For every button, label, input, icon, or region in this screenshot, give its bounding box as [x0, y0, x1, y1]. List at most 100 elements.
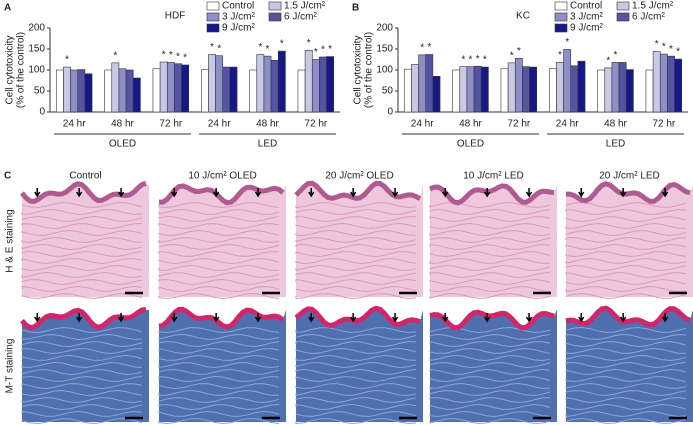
- group-label: OLED: [457, 139, 484, 150]
- y-tick-label: 50: [382, 86, 394, 97]
- tissue-fiber: [295, 341, 417, 347]
- bar: [466, 66, 475, 113]
- tissue-image: [566, 310, 693, 422]
- tissue-fiber: [295, 403, 417, 410]
- arrow: [254, 188, 262, 198]
- significance-mark: *: [662, 42, 666, 53]
- significance-mark: *: [558, 50, 562, 61]
- arrow: [442, 313, 449, 323]
- significance-mark: *: [217, 43, 221, 54]
- tissue-fiber: [565, 257, 687, 264]
- x-tick-label: 48 hr: [459, 119, 482, 130]
- tissue-fiber: [429, 258, 551, 264]
- bar: [403, 68, 412, 113]
- significance-mark: *: [314, 47, 318, 58]
- tissue-fiber: [158, 341, 280, 347]
- bar: [222, 66, 231, 113]
- tissue-fiber: [429, 348, 551, 354]
- arrow: [117, 188, 125, 198]
- significance-mark: *: [328, 44, 332, 55]
- legend-label: 3 J/cm²: [222, 12, 255, 23]
- panel-label: B: [352, 3, 359, 14]
- tissue-fiber: [21, 410, 143, 417]
- bar: [652, 51, 661, 113]
- bar: [522, 66, 530, 113]
- tissue-fiber: [295, 286, 417, 292]
- significance-mark: *: [65, 55, 69, 66]
- tissue-fiber: [429, 376, 551, 383]
- bar: [319, 56, 327, 113]
- tissue-fiber: [295, 348, 417, 354]
- tissue-fiber: [158, 369, 280, 375]
- significance-mark: *: [113, 51, 117, 62]
- tissue-fiber: [429, 237, 551, 243]
- bar: [159, 61, 168, 113]
- epidermis: [294, 180, 422, 201]
- tissue-fiber: [295, 278, 417, 285]
- bar: [263, 55, 272, 113]
- y-tick-label: 150: [28, 44, 45, 55]
- bar: [200, 69, 209, 113]
- tissue-fiber: [565, 286, 687, 293]
- x-tick-label: 72 hr: [652, 119, 675, 130]
- legend-swatch: [616, 12, 630, 22]
- bar: [215, 55, 224, 113]
- bar: [249, 69, 258, 113]
- significance-mark: *: [420, 43, 424, 54]
- arrow: [308, 188, 315, 198]
- tissue-fiber: [295, 333, 417, 340]
- tissue-fiber: [158, 327, 280, 334]
- epidermis: [294, 305, 421, 328]
- tissue-fiber: [429, 403, 551, 410]
- arrow: [391, 188, 399, 198]
- legend-label: Control: [222, 1, 254, 12]
- tissue-fiber: [295, 244, 417, 250]
- arrow: [34, 188, 41, 198]
- bar: [125, 69, 134, 113]
- bar: [556, 62, 564, 113]
- significance-mark: *: [469, 54, 473, 65]
- tissue-fiber: [565, 327, 687, 333]
- legend-swatch: [268, 1, 282, 11]
- tissue-fiber: [429, 208, 551, 215]
- legend-swatch: [554, 1, 568, 11]
- y-tick-label: 200: [376, 23, 393, 34]
- arrow: [350, 313, 357, 323]
- tissue-fiber: [429, 341, 551, 348]
- legend-swatch: [554, 23, 568, 33]
- tissue-fiber: [158, 258, 280, 265]
- background: [22, 183, 149, 202]
- tissue-fiber: [295, 327, 417, 334]
- tissue-fiber: [21, 285, 143, 292]
- epidermis: [429, 183, 555, 206]
- tissue-fiber: [565, 216, 687, 222]
- tissue-fiber: [565, 271, 687, 278]
- y-axis-label: (% of the control): [364, 32, 375, 108]
- bar: [152, 68, 161, 113]
- tissue-fiber: [429, 418, 551, 424]
- tissue-fiber: [429, 397, 551, 403]
- arrow: [213, 313, 220, 323]
- tissue-fiber: [295, 230, 417, 236]
- bar: [611, 62, 620, 113]
- tissue-fiber: [158, 250, 280, 257]
- arrow: [76, 313, 83, 323]
- tissue-fiber: [158, 216, 280, 222]
- column-label: 20 J/cm² LED: [599, 171, 660, 182]
- bar: [174, 63, 182, 113]
- bar: [111, 62, 120, 113]
- tissue-fiber: [295, 272, 417, 279]
- tissue-fiber: [158, 244, 280, 250]
- tissue-fiber: [21, 383, 143, 390]
- bar: [84, 73, 93, 113]
- y-tick-label: 150: [376, 44, 393, 55]
- tissue-fiber: [565, 237, 687, 243]
- arrow: [117, 313, 125, 323]
- tissue-fiber: [565, 362, 687, 368]
- tissue-fiber: [21, 250, 143, 257]
- column-label: 10 J/cm² OLED: [188, 171, 256, 182]
- x-tick-label: 24 hr: [63, 119, 86, 130]
- tissue-fiber: [565, 333, 687, 340]
- tissue-fiber: [565, 382, 687, 389]
- tissue-fiber: [21, 265, 143, 271]
